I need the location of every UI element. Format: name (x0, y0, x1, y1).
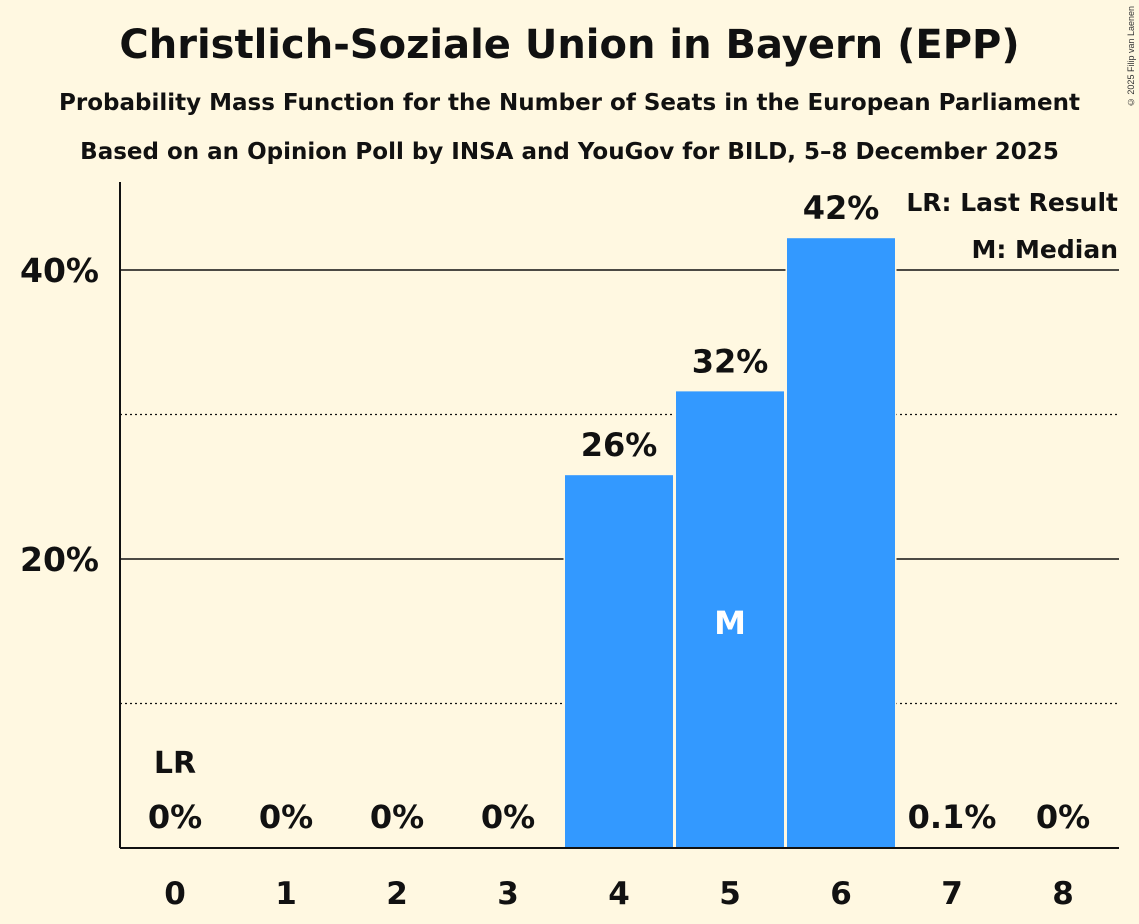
chart-subtitle: Probability Mass Function for the Number… (59, 90, 1080, 116)
bar-6 (787, 238, 895, 848)
y-tick-label-40: 40% (20, 251, 99, 290)
x-tick-label-6: 6 (830, 876, 852, 912)
legend-bg-1 (905, 231, 1121, 269)
data-label-5: 32% (692, 342, 769, 380)
legend-item-0: LR: Last Result (906, 188, 1118, 217)
x-tick-label-7: 7 (941, 876, 963, 912)
chart-title: Christlich-Soziale Union in Bayern (EPP) (119, 22, 1020, 68)
data-label-0: 0% (148, 798, 202, 836)
data-label-8: 0% (1036, 798, 1090, 836)
y-tick-label-20: 20% (20, 540, 99, 579)
data-label-1: 0% (259, 798, 313, 836)
x-tick-label-4: 4 (608, 876, 630, 912)
bar-4 (565, 475, 673, 848)
data-label-2: 0% (370, 798, 424, 836)
x-tick-label-5: 5 (719, 876, 741, 912)
data-label-7: 0.1% (908, 798, 997, 836)
legend-item-1: M: Median (971, 235, 1118, 264)
legend-bg-0 (905, 184, 1121, 222)
data-label-6: 42% (803, 189, 880, 227)
chart-source-line: Based on an Opinion Poll by INSA and You… (80, 139, 1059, 165)
x-tick-label-0: 0 (164, 876, 186, 912)
x-tick-label-3: 3 (497, 876, 519, 912)
data-label-3: 0% (481, 798, 535, 836)
x-tick-label-1: 1 (275, 876, 297, 912)
median-marker: M (714, 604, 746, 642)
data-label-4: 26% (581, 426, 658, 464)
bar-5 (676, 391, 784, 848)
x-tick-label-2: 2 (386, 876, 408, 912)
x-tick-label-8: 8 (1052, 876, 1074, 912)
last-result-marker: LR (154, 746, 196, 781)
